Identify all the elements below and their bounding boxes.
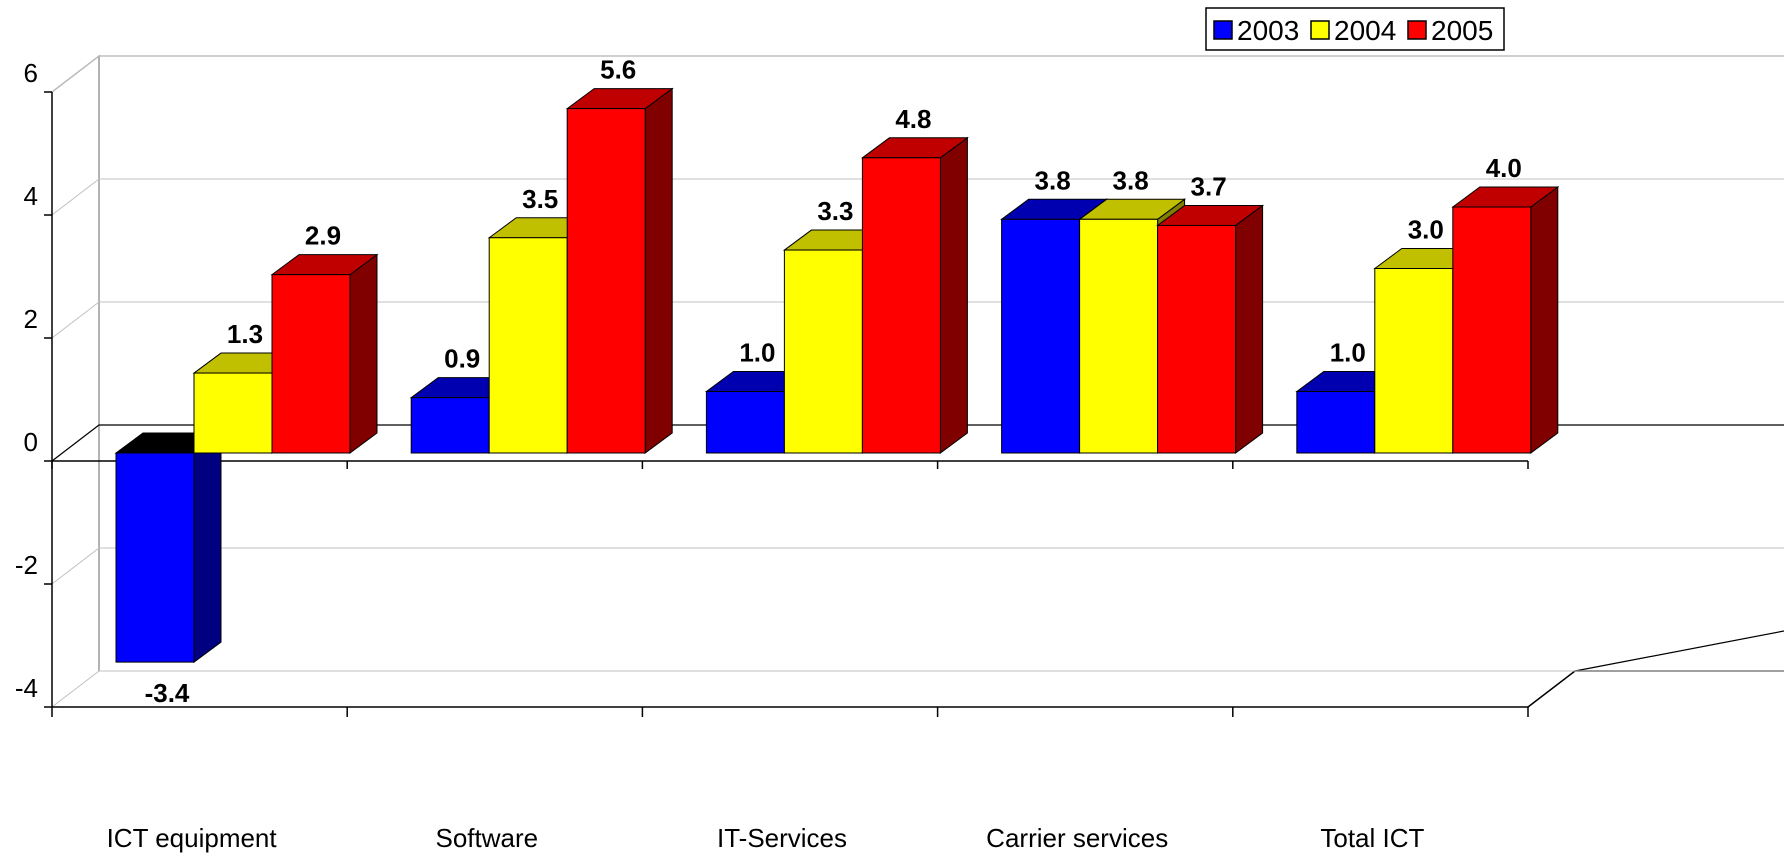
category-label: IT-Services	[717, 823, 847, 853]
data-label: 4.8	[895, 104, 931, 134]
bar-side	[193, 432, 222, 664]
y-tick-label: 6	[24, 58, 38, 88]
legend-swatch-2004	[1310, 20, 1330, 40]
data-label: 3.7	[1191, 171, 1227, 201]
data-label: 4.0	[1486, 153, 1522, 183]
bar-front	[1296, 391, 1376, 454]
data-label: 1.0	[739, 338, 775, 368]
legend-box	[1205, 7, 1505, 51]
category-label: ICT equipment	[107, 823, 278, 853]
bar-front	[1001, 218, 1081, 454]
bar-front	[705, 391, 785, 454]
bar-side	[644, 87, 673, 454]
data-label: 1.3	[227, 319, 263, 349]
bar-front	[1157, 224, 1237, 454]
bar-front	[1374, 268, 1454, 454]
bar-2005-4	[1451, 186, 1560, 454]
axes	[44, 91, 1529, 717]
bar-side	[1530, 186, 1559, 454]
data-labels: -3.4 0.9 1.0 3.8 1.0 1.3 3.5 3.3 3.8 3.0…	[145, 55, 1522, 708]
bar-front	[1079, 218, 1159, 454]
gridline	[51, 178, 1784, 216]
data-label: 3.3	[817, 196, 853, 226]
bar-2005-1	[565, 87, 674, 454]
data-label: 3.0	[1408, 215, 1444, 245]
data-label: 2.9	[305, 221, 341, 251]
bar-front	[1452, 206, 1532, 454]
y-tick-label: -2	[15, 550, 38, 580]
legend-label: 2004	[1334, 15, 1396, 46]
bar-side	[349, 253, 378, 454]
y-tick-label: -4	[15, 673, 38, 703]
bars	[114, 87, 1560, 664]
y-tick-label: 2	[24, 304, 38, 334]
bar-front	[566, 108, 646, 454]
bar-front	[193, 372, 273, 454]
bar-front	[861, 157, 941, 454]
legend: 2003 2004 2005	[1205, 7, 1505, 51]
data-label: 5.6	[600, 55, 636, 85]
legend-swatch-2003	[1213, 20, 1233, 40]
bar-2005-2	[860, 136, 969, 454]
data-label: -3.4	[145, 678, 190, 708]
gridlines	[51, 55, 1784, 708]
bar-front	[115, 452, 195, 663]
gridline	[51, 55, 1784, 93]
data-label: 0.9	[444, 344, 480, 374]
bar-2005-3	[1156, 204, 1265, 454]
bar-front	[488, 237, 568, 454]
legend-label: 2003	[1237, 15, 1299, 46]
category-label: Total ICT	[1320, 823, 1424, 853]
y-tick-label: 4	[24, 181, 38, 211]
y-tick-labels: 6 4 2 0 -2 -4	[15, 58, 38, 703]
bar-front	[783, 249, 863, 454]
bar-side	[939, 136, 968, 454]
bar-front	[271, 274, 351, 454]
gridline	[51, 547, 1784, 585]
category-label: Software	[435, 823, 538, 853]
category-labels: ICT equipment Software IT-Services Carri…	[107, 823, 1425, 853]
data-label: 3.5	[522, 184, 558, 214]
bar-front	[410, 397, 490, 454]
bar-2003-0	[114, 432, 223, 664]
floor-edge	[1527, 670, 1784, 708]
floor-edge-right	[1574, 630, 1784, 672]
data-label: 3.8	[1035, 165, 1071, 195]
legend-swatch-2005	[1407, 20, 1427, 40]
gridline	[51, 670, 1784, 708]
y-tick-label: 0	[24, 427, 38, 457]
bar-2005-0	[270, 253, 379, 454]
bar-side	[1235, 204, 1264, 454]
data-label: 3.8	[1113, 165, 1149, 195]
category-label: Carrier services	[986, 823, 1168, 853]
legend-label: 2005	[1431, 15, 1493, 46]
data-label: 1.0	[1330, 338, 1366, 368]
